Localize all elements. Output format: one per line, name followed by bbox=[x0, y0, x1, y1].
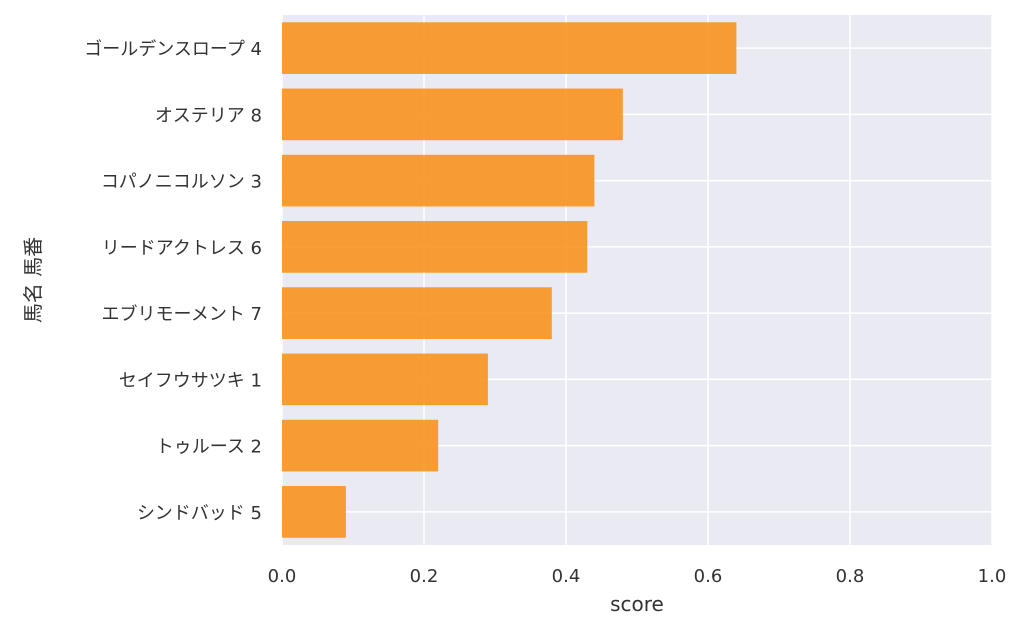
x-tick-label: 0.2 bbox=[410, 566, 439, 587]
bar bbox=[282, 486, 346, 538]
y-tick-labels: ゴールデンスロープ 4 オステリア 8 コパノニコルソン 3 リードアクトレス 6 エブ… bbox=[84, 39, 262, 524]
x-tick-label: 1.0 bbox=[978, 566, 1007, 587]
bar bbox=[282, 419, 439, 472]
x-tick-label: 0.6 bbox=[694, 566, 723, 587]
y-tick-label: オステリア 8 bbox=[155, 105, 262, 126]
y-tick-label: ゴールデンスロープ 4 bbox=[84, 39, 262, 60]
y-tick-label: トゥルース 2 bbox=[156, 437, 262, 458]
bar bbox=[282, 22, 737, 74]
x-tick-label: 0.8 bbox=[836, 566, 865, 587]
x-tick-label: 0.4 bbox=[552, 566, 581, 587]
y-tick-label: シンドバッド 5 bbox=[137, 503, 262, 524]
bar bbox=[282, 287, 552, 339]
y-tick-label: リードアクトレス 6 bbox=[102, 238, 262, 259]
y-tick-label: セイフウサツキ 1 bbox=[119, 370, 262, 391]
bar bbox=[282, 88, 623, 141]
y-axis-title: 馬名 馬番 bbox=[21, 237, 45, 323]
y-tick-label: コパノニコルソン 3 bbox=[101, 172, 262, 193]
x-tick-label: 0.0 bbox=[268, 566, 297, 587]
bars bbox=[282, 22, 737, 538]
bar bbox=[282, 221, 588, 273]
bar bbox=[282, 154, 595, 207]
x-tick-labels: 0.0 0.2 0.4 0.6 0.8 1.0 bbox=[268, 566, 1007, 587]
bar bbox=[282, 353, 488, 406]
y-tick-label: エブリモーメント 7 bbox=[102, 303, 262, 325]
x-axis-title: score bbox=[610, 592, 664, 616]
